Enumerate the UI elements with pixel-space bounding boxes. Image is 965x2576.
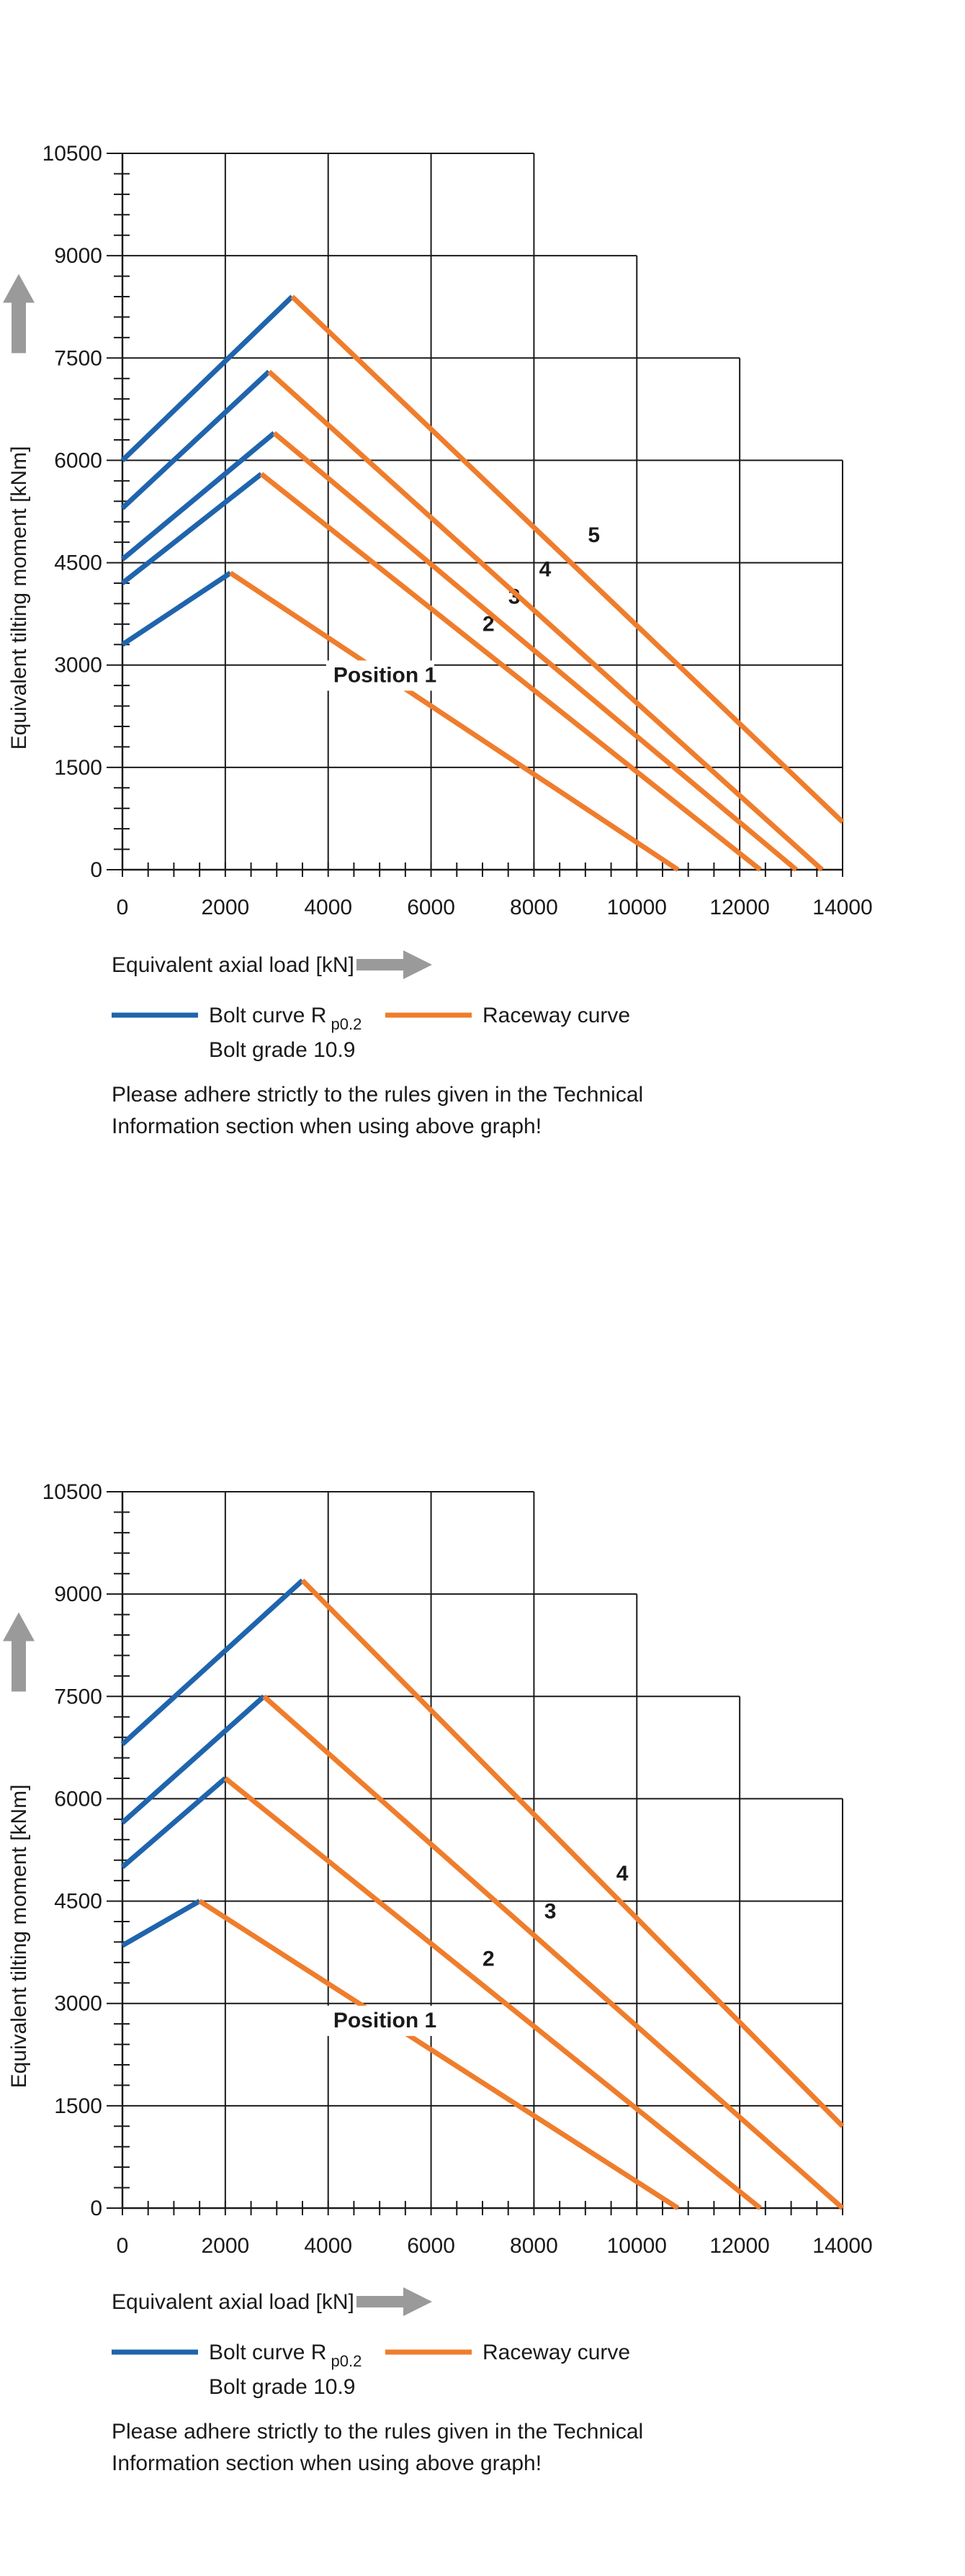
x-tick-label: 6000	[407, 2234, 455, 2258]
legend-bolt-label: Bolt curve R p0.2	[209, 1004, 362, 1033]
chart-2: 0 1500 3000 4500 6000 7500 9000 10500 0 2000 4000 6…	[3, 1480, 873, 2475]
series-3: 3	[120, 431, 798, 872]
bolt-curve-line	[120, 1578, 305, 1747]
bolt-curve-line	[120, 294, 295, 462]
x-tick-label: 14000	[812, 896, 872, 919]
series-4: 4	[120, 1578, 845, 2128]
legend: Bolt curve R p0.2 Bolt grade 10.9 Raceway …	[112, 1004, 630, 1062]
series-label: 4	[539, 558, 552, 582]
legend: Bolt curve R p0.2 Bolt grade 10.9 Raceway …	[112, 2341, 630, 2399]
right-arrow-icon	[356, 2287, 432, 2316]
raceway-curve-line	[229, 570, 680, 872]
grid	[122, 1491, 843, 2208]
legend-bolt-label: Bolt curve R p0.2	[209, 2341, 362, 2370]
y-tick-label: 6000	[54, 1787, 102, 1811]
y-axis-label: Equivalent tilting moment [kNm]	[7, 446, 31, 750]
y-tick-label: 10500	[42, 1480, 102, 1504]
x-tick-label: 8000	[510, 896, 558, 919]
y-tick-label: 0	[90, 858, 102, 882]
series-2: 2	[120, 1776, 762, 2210]
series-2: 2	[120, 472, 762, 872]
series-5: 5	[120, 294, 845, 824]
x-axis-label: Equivalent axial load [kN]	[112, 2290, 354, 2314]
x-tick-label: 10000	[607, 2234, 667, 2258]
legend-bolt-text: Bolt curve R	[209, 1004, 326, 1027]
x-tick-label: 8000	[510, 2234, 558, 2258]
raceway-curve-line	[198, 1899, 680, 2210]
y-tick-label: 3000	[54, 1992, 102, 2016]
bolt-curve-line	[120, 369, 271, 510]
raceway-curve-line	[223, 1776, 762, 2210]
note-line: Please adhere strictly to the rules give…	[112, 2420, 643, 2444]
series-label: Position 1	[333, 2009, 436, 2032]
y-tick-label: 9000	[54, 1582, 102, 1606]
series-1: Position 1	[121, 570, 680, 872]
y-axis-label: Equivalent tilting moment [kNm]	[7, 1785, 31, 2089]
raceway-curve-line	[262, 1694, 845, 2210]
x-tick-label: 4000	[304, 2234, 352, 2258]
x-axis-label: Equivalent axial load [kN]	[112, 953, 354, 977]
x-tick-label: 0	[117, 896, 129, 919]
series-label: 2	[482, 1947, 495, 1971]
series-label: 3	[544, 1899, 557, 1923]
raceway-curve-line	[259, 472, 762, 872]
series-label-bg	[326, 660, 434, 691]
bolt-curve-line	[120, 1776, 228, 1869]
legend-bolt-subscript: p0.2	[326, 1015, 362, 1033]
y-tick-label: 0	[90, 2197, 102, 2220]
series-label-bg	[326, 2005, 434, 2036]
y-tick-label: 4500	[54, 551, 102, 575]
series-4: 4	[120, 369, 824, 872]
y-tick-label: 9000	[54, 244, 102, 268]
y-tick-label: 4500	[54, 1890, 102, 1914]
legend-raceway-label: Raceway curve	[482, 1004, 630, 1027]
chart-1: 0 1500 3000 4500 6000 7500 9000 10500 0 2000 4000 6…	[3, 142, 873, 1138]
y-tick-label: 3000	[54, 654, 102, 677]
raceway-curve-line	[267, 369, 824, 872]
bolt-curve-line	[120, 431, 276, 562]
legend-bolt-text: Bolt curve R	[209, 2341, 326, 2364]
note-line: Information section when using above gra…	[112, 2451, 542, 2475]
y-tick-label: 7500	[54, 346, 102, 370]
y-tick-label: 1500	[54, 2094, 102, 2118]
series-1: Position 1	[121, 1899, 680, 2210]
x-tick-label: 2000	[201, 896, 249, 919]
x-tick-label: 2000	[201, 2234, 249, 2258]
series-3: 3	[120, 1694, 845, 2210]
bolt-curve-line	[121, 1899, 201, 1948]
legend-raceway-label: Raceway curve	[482, 2341, 630, 2364]
raceway-curve-line	[300, 1578, 845, 2128]
raceway-curve-line	[272, 431, 798, 872]
x-tick-label: 6000	[407, 896, 455, 919]
x-tick-label: 4000	[304, 896, 352, 919]
x-tick-label: 14000	[812, 2234, 872, 2258]
legend-bolt-grade: Bolt grade 10.9	[209, 2375, 355, 2399]
up-arrow-icon	[3, 1612, 35, 1692]
x-tick-label: 12000	[709, 896, 769, 919]
legend-bolt-grade: Bolt grade 10.9	[209, 1038, 355, 1062]
x-tick-label: 10000	[607, 896, 667, 919]
bolt-curve-line	[121, 570, 232, 647]
bolt-curve-line	[120, 472, 264, 585]
note-line: Information section when using above gra…	[112, 1114, 542, 1138]
bolt-curve-line	[120, 1694, 266, 1825]
grid	[122, 153, 843, 870]
up-arrow-icon	[3, 274, 35, 353]
y-tick-label: 7500	[54, 1685, 102, 1708]
legend-bolt-subscript: p0.2	[326, 2352, 362, 2370]
y-tick-label: 10500	[42, 142, 102, 166]
x-tick-label: 0	[117, 2234, 129, 2258]
raceway-curve-line	[290, 294, 845, 824]
x-tick-label: 12000	[709, 2234, 769, 2258]
y-tick-label: 6000	[54, 449, 102, 472]
note-line: Please adhere strictly to the rules give…	[112, 1083, 643, 1107]
series-label: 4	[616, 1862, 629, 1886]
series-label: 5	[588, 523, 600, 547]
series-label: 2	[482, 612, 495, 636]
series-label: Position 1	[333, 663, 436, 687]
y-tick-label: 1500	[54, 756, 102, 780]
right-arrow-icon	[356, 950, 432, 979]
